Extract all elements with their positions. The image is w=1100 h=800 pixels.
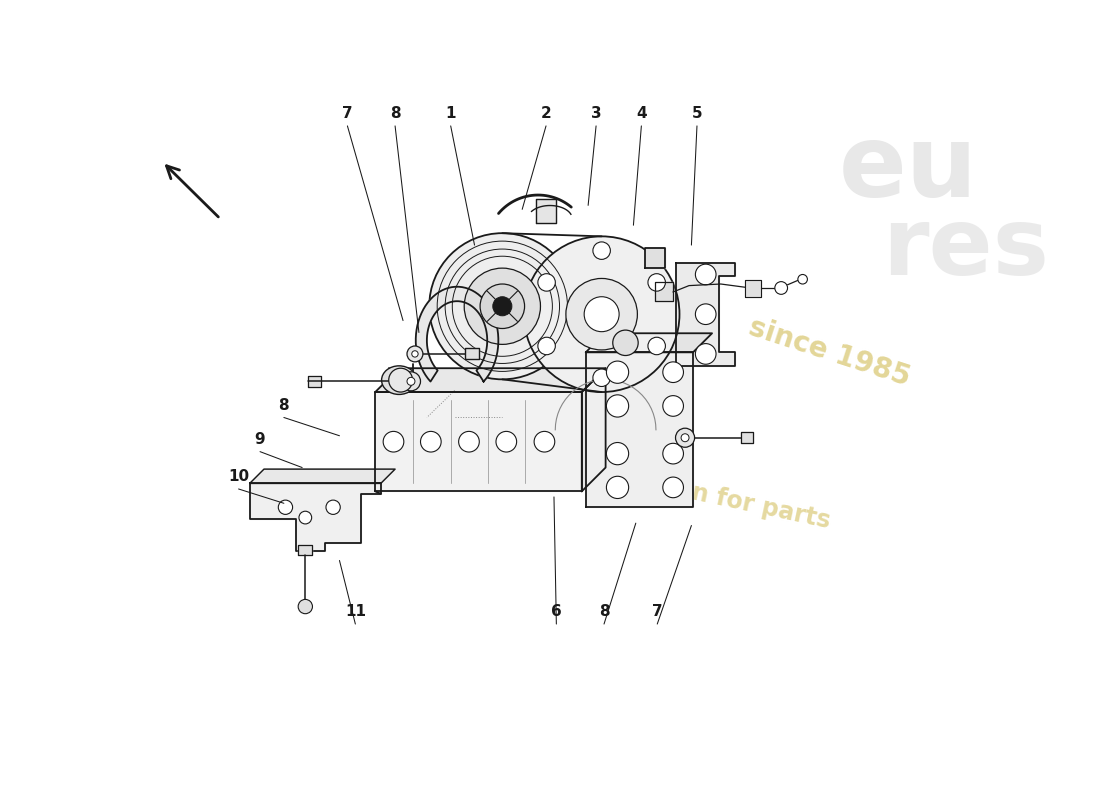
Polygon shape (375, 368, 606, 392)
Polygon shape (582, 368, 606, 491)
Circle shape (606, 476, 629, 498)
Circle shape (695, 264, 716, 285)
Polygon shape (675, 262, 735, 366)
Text: 6: 6 (551, 604, 562, 619)
Text: res: res (882, 203, 1049, 295)
Polygon shape (740, 432, 752, 443)
Text: 3: 3 (591, 106, 602, 121)
Circle shape (388, 368, 412, 392)
Text: 5: 5 (692, 106, 702, 121)
Circle shape (774, 282, 788, 294)
Circle shape (493, 297, 512, 316)
Circle shape (565, 278, 637, 350)
Text: 10: 10 (228, 470, 249, 484)
Circle shape (606, 395, 629, 417)
Text: 7: 7 (342, 106, 353, 121)
Text: 9: 9 (255, 432, 265, 447)
Circle shape (496, 431, 517, 452)
Circle shape (411, 350, 418, 357)
Circle shape (298, 599, 312, 614)
Ellipse shape (382, 366, 417, 394)
Circle shape (663, 443, 683, 464)
Circle shape (663, 362, 683, 382)
Text: since 1985: since 1985 (746, 313, 914, 392)
Text: 11: 11 (345, 604, 366, 619)
Text: 2: 2 (541, 106, 551, 121)
Polygon shape (745, 280, 760, 297)
Circle shape (538, 338, 556, 354)
Polygon shape (585, 352, 693, 507)
Circle shape (584, 297, 619, 332)
Circle shape (407, 378, 415, 386)
Circle shape (429, 233, 575, 379)
Polygon shape (585, 334, 712, 352)
Circle shape (606, 442, 629, 465)
Circle shape (464, 268, 540, 344)
Circle shape (459, 431, 480, 452)
Circle shape (383, 431, 404, 452)
Text: 8: 8 (389, 106, 400, 121)
Circle shape (675, 428, 694, 447)
Circle shape (681, 434, 689, 442)
Polygon shape (465, 348, 478, 359)
Circle shape (613, 330, 638, 355)
Circle shape (593, 242, 611, 259)
Circle shape (695, 304, 716, 325)
Circle shape (695, 343, 716, 364)
Circle shape (648, 274, 666, 291)
Text: 8: 8 (598, 604, 609, 619)
Circle shape (648, 338, 666, 354)
Polygon shape (537, 199, 556, 223)
Circle shape (402, 372, 420, 391)
Polygon shape (416, 286, 498, 382)
Circle shape (538, 274, 556, 291)
Circle shape (663, 477, 683, 498)
Text: 1: 1 (446, 106, 455, 121)
Circle shape (798, 274, 807, 284)
Circle shape (278, 500, 293, 514)
Circle shape (663, 396, 683, 416)
Polygon shape (250, 469, 395, 483)
Polygon shape (654, 282, 673, 302)
Circle shape (535, 431, 554, 452)
Circle shape (299, 511, 311, 524)
Circle shape (407, 346, 422, 362)
Circle shape (593, 369, 611, 386)
Circle shape (480, 284, 525, 329)
Polygon shape (298, 546, 312, 555)
Circle shape (420, 431, 441, 452)
Polygon shape (646, 248, 666, 268)
Circle shape (524, 236, 680, 392)
Polygon shape (250, 483, 381, 551)
Text: a passion for parts: a passion for parts (582, 458, 833, 533)
Circle shape (326, 500, 340, 514)
Circle shape (606, 361, 629, 383)
Polygon shape (375, 392, 582, 491)
Text: 8: 8 (278, 398, 289, 413)
Polygon shape (308, 376, 321, 387)
Text: 4: 4 (636, 106, 647, 121)
Text: eu: eu (838, 121, 978, 218)
Text: 7: 7 (652, 604, 662, 619)
